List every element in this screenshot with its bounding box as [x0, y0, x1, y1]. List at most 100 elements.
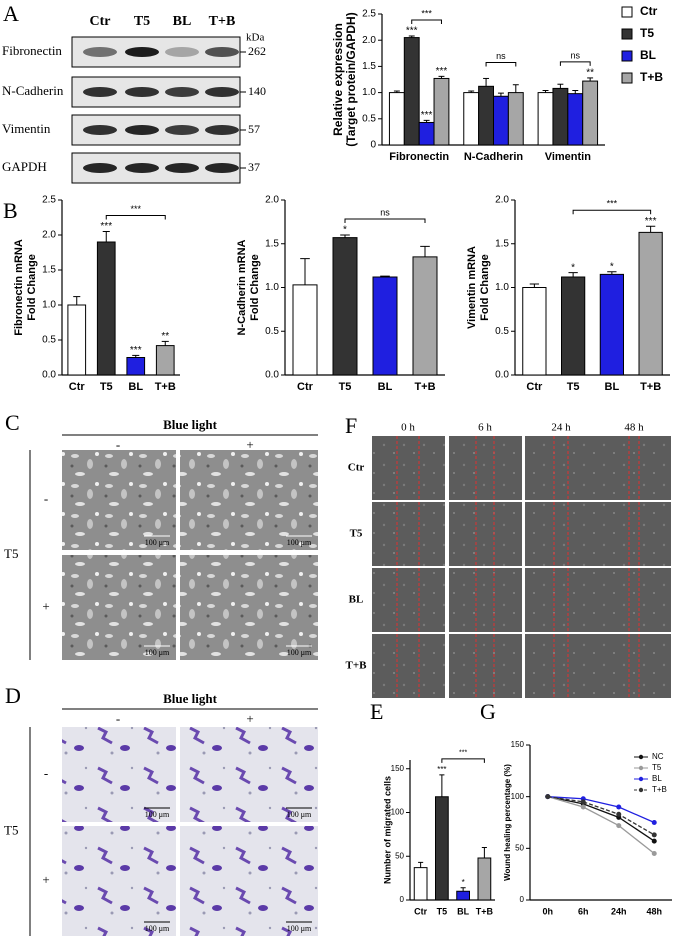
blot-band	[125, 47, 159, 57]
panel-letter: B	[3, 198, 18, 223]
point	[651, 851, 657, 856]
bar	[552, 87, 569, 146]
scratch-image	[449, 436, 522, 500]
legend-label: T+B	[652, 785, 667, 794]
panel-letter: A	[3, 1, 19, 26]
significance: *	[571, 262, 575, 273]
point	[651, 832, 657, 838]
y-tick-label: 50	[515, 843, 524, 852]
bracket	[559, 61, 591, 66]
significance: **	[586, 68, 594, 79]
scratch-image	[525, 634, 598, 698]
lane-label: BL	[173, 14, 192, 29]
scratch-image	[598, 502, 671, 566]
x-tick-label: T5	[100, 381, 113, 393]
row-label: T5	[350, 528, 363, 540]
legend-marker	[638, 787, 644, 793]
blot-band	[165, 47, 199, 57]
scale-label: 100 μm	[287, 810, 312, 819]
x-tick-label: BL	[378, 381, 393, 393]
bar	[388, 92, 405, 146]
y-tick-label: 0	[520, 895, 525, 904]
scratch-image	[525, 568, 598, 632]
scratch-image	[598, 568, 671, 632]
y-tick-label: 0.0	[265, 370, 279, 381]
bracket-label: ns	[496, 51, 506, 61]
kda-value: 262	[248, 44, 266, 58]
micrograph	[62, 450, 176, 550]
kda-value: 140	[248, 84, 266, 98]
scale-label: 100 μm	[145, 810, 170, 819]
significance: *	[343, 225, 347, 236]
y-tick-label: 0.0	[495, 370, 509, 381]
scratch-image	[598, 634, 671, 698]
lane-label: T5	[134, 14, 150, 29]
bar	[67, 304, 87, 376]
y-tick-label: 0.5	[495, 326, 509, 337]
bracket	[485, 61, 517, 67]
significance: ***	[100, 221, 112, 232]
scratch-image	[598, 436, 671, 500]
bar	[155, 345, 175, 376]
significance: *	[610, 261, 614, 272]
y-tick-label: 0	[370, 140, 376, 151]
y-tick-label: 1.5	[265, 238, 279, 249]
kda-value: 57	[248, 122, 260, 136]
significance: ***	[645, 216, 657, 227]
panel-letter: F	[345, 413, 357, 438]
scale-label: 100 μm	[145, 648, 170, 657]
blot-band	[83, 47, 117, 57]
column-label: 24 h	[551, 422, 571, 434]
series-line	[547, 796, 655, 824]
y-axis-label: Fold Change	[26, 254, 38, 321]
point	[616, 804, 622, 810]
point	[651, 838, 657, 844]
protein-name: GAPDH	[2, 159, 47, 174]
x-tick-label: Fibronectin	[389, 151, 449, 163]
row-label: Ctr	[348, 462, 365, 474]
y-tick-label: 1.0	[362, 87, 376, 98]
blot-band	[125, 125, 159, 135]
series-line	[547, 796, 655, 855]
bar	[126, 357, 146, 376]
blot-band	[205, 163, 239, 173]
point	[580, 804, 586, 810]
column-label: 0 h	[401, 422, 415, 434]
bar	[456, 890, 470, 901]
bracket-label: ***	[459, 750, 467, 757]
y-axis-label: Fold Change	[249, 254, 261, 321]
bar	[493, 95, 509, 146]
point	[580, 799, 586, 805]
column-label: +	[246, 437, 253, 452]
y-axis-label: Fold Change	[479, 254, 491, 321]
series-line	[547, 796, 655, 836]
legend-marker	[638, 765, 644, 771]
blot-band	[205, 125, 239, 135]
scale-label: 100 μm	[287, 924, 312, 933]
bar	[522, 287, 547, 376]
micrograph	[180, 727, 318, 822]
y-tick-label: 2.5	[362, 9, 376, 20]
group-label: T5	[4, 822, 18, 837]
x-tick-label: Ctr	[69, 381, 86, 393]
y-axis-label: Relative expression	[331, 23, 345, 136]
row-label: BL	[349, 594, 364, 606]
scale-label: 100 μm	[145, 538, 170, 547]
x-tick-label: 6h	[578, 906, 589, 916]
y-tick-label: 0.5	[265, 326, 279, 337]
bracket-label: ns	[571, 50, 581, 60]
bar	[96, 241, 116, 376]
series-line	[547, 796, 655, 842]
legend-swatch	[621, 6, 633, 18]
blot-band	[205, 87, 239, 97]
header: Blue light	[163, 691, 217, 706]
blot-band	[125, 163, 159, 173]
blot-band	[83, 87, 117, 97]
point	[616, 823, 622, 829]
y-axis-label: Fibronectin mRNA	[13, 239, 25, 336]
y-axis-label: Vimentin mRNA	[466, 246, 478, 329]
x-tick-label: BL	[128, 381, 143, 393]
point	[545, 794, 551, 800]
kda-value: 37	[248, 160, 260, 174]
blot-band	[165, 125, 199, 135]
